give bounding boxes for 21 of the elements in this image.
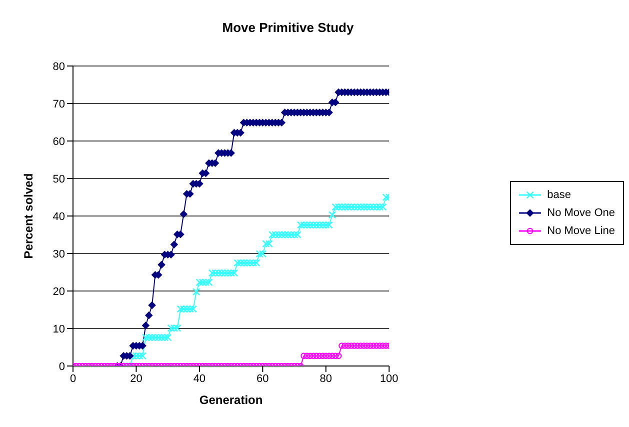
- y-tick-label: 40: [52, 210, 65, 223]
- y-tick-label: 30: [52, 248, 65, 260]
- y-tick-label: 80: [52, 60, 65, 73]
- y-tick-label: 0: [58, 360, 65, 373]
- chart-title: Move Primitive Study: [221, 20, 355, 35]
- legend-label: base: [547, 189, 571, 201]
- y-tick-label: 70: [52, 98, 65, 110]
- legend-label: No Move Line: [547, 225, 615, 237]
- y-tick-label: 10: [52, 323, 65, 336]
- y-tick-label: 20: [52, 286, 65, 298]
- y-tick-label: 60: [52, 136, 65, 148]
- x-axis-title: Generation: [199, 393, 263, 407]
- y-axis-title: Percent solved: [21, 173, 36, 259]
- x-tick-label: 40: [193, 372, 206, 385]
- x-tick-label: 100: [380, 372, 398, 385]
- x-tick-label: 80: [320, 372, 332, 385]
- x-tick-label: 60: [256, 372, 269, 385]
- x-tick-label: 20: [130, 372, 142, 385]
- y-tick-label: 50: [52, 173, 65, 186]
- x-tick-label: 0: [70, 372, 76, 385]
- legend-label: No Move One: [547, 207, 615, 219]
